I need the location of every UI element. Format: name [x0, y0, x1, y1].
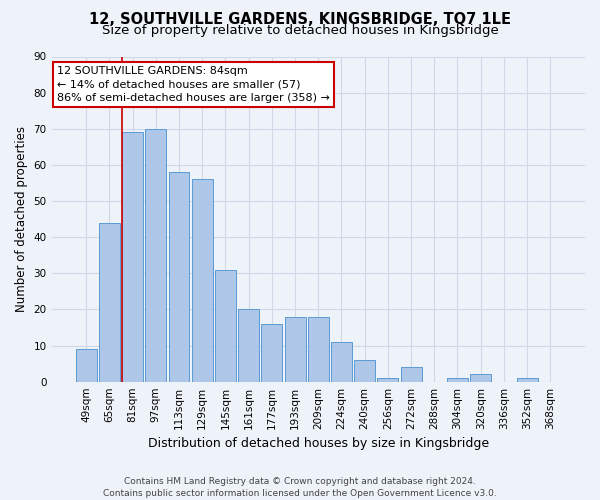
Bar — [470, 374, 491, 382]
Bar — [192, 180, 212, 382]
Text: 12, SOUTHVILLE GARDENS, KINGSBRIDGE, TQ7 1LE: 12, SOUTHVILLE GARDENS, KINGSBRIDGE, TQ7… — [89, 12, 511, 28]
Bar — [401, 367, 422, 382]
X-axis label: Distribution of detached houses by size in Kingsbridge: Distribution of detached houses by size … — [148, 437, 489, 450]
Bar — [517, 378, 538, 382]
Bar — [76, 349, 97, 382]
Bar — [215, 270, 236, 382]
Bar — [284, 316, 305, 382]
Text: 12 SOUTHVILLE GARDENS: 84sqm
← 14% of detached houses are smaller (57)
86% of se: 12 SOUTHVILLE GARDENS: 84sqm ← 14% of de… — [57, 66, 330, 102]
Bar — [354, 360, 375, 382]
Bar — [331, 342, 352, 382]
Y-axis label: Number of detached properties: Number of detached properties — [15, 126, 28, 312]
Text: Size of property relative to detached houses in Kingsbridge: Size of property relative to detached ho… — [101, 24, 499, 37]
Bar — [122, 132, 143, 382]
Bar — [169, 172, 190, 382]
Bar — [99, 222, 120, 382]
Bar — [238, 310, 259, 382]
Bar — [377, 378, 398, 382]
Text: Contains HM Land Registry data © Crown copyright and database right 2024.
Contai: Contains HM Land Registry data © Crown c… — [103, 476, 497, 498]
Bar — [145, 129, 166, 382]
Bar — [447, 378, 468, 382]
Bar — [262, 324, 283, 382]
Bar — [308, 316, 329, 382]
